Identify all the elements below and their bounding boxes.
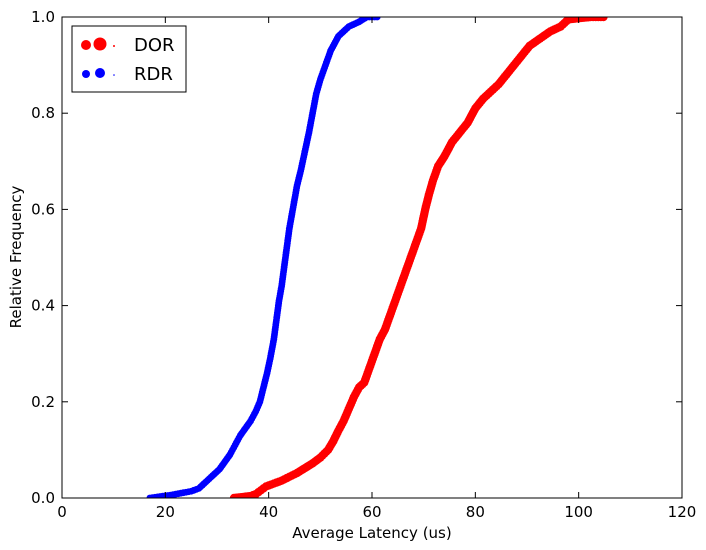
- y-tick-label: 0.8: [31, 104, 55, 122]
- x-tick-label: 80: [466, 503, 485, 521]
- y-tick-label: 1.0: [31, 8, 55, 26]
- legend: DOR RDR: [71, 25, 187, 93]
- x-tick-label: 40: [259, 503, 278, 521]
- y-tick-label: 0.2: [31, 393, 55, 411]
- x-tick-label: 120: [668, 503, 697, 521]
- x-tick-label: 20: [156, 503, 175, 521]
- x-tick-label: 60: [362, 503, 381, 521]
- y-tick-label: 0.0: [31, 489, 55, 507]
- x-axis-label: Average Latency (us): [292, 524, 451, 542]
- data-point: [599, 17, 608, 22]
- chart-marks: [146, 17, 608, 498]
- legend-box: [71, 25, 187, 93]
- legend-rdr-marker: [95, 68, 105, 78]
- x-tick-label: 100: [564, 503, 593, 521]
- legend-dor-marker: [81, 40, 91, 50]
- legend-rdr-marker: [82, 70, 90, 78]
- data-point: [373, 17, 381, 21]
- legend-dor-label: DOR: [134, 35, 175, 56]
- legend-rdr-label: RDR: [134, 64, 173, 85]
- axis-ticks: 0 20 40 60 80 100 120 0.0 0.2 0.4 0.6 0.8 1.0: [31, 8, 696, 521]
- legend-dor-marker: [113, 45, 115, 47]
- x-tick-label: 0: [57, 503, 67, 521]
- y-tick-label: 0.4: [31, 297, 55, 315]
- series-dor: [229, 17, 608, 498]
- y-tick-label: 0.6: [31, 200, 55, 218]
- legend-dor-marker: [93, 37, 107, 51]
- series-rdr: [146, 17, 381, 498]
- legend-rdr-marker: [113, 74, 115, 76]
- y-axis-label: Relative Frequency: [7, 186, 25, 329]
